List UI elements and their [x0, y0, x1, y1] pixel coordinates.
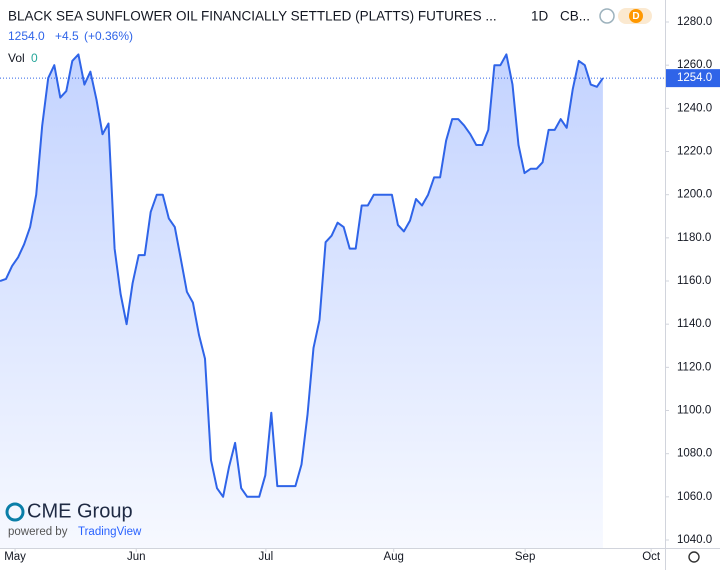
logo-brand: CME Group	[27, 500, 133, 522]
y-tick-label: 1140.0	[677, 318, 711, 330]
volume-label: Vol	[8, 51, 25, 65]
y-tick-label: 1060.0	[677, 491, 712, 503]
y-tick-label: 1120.0	[677, 361, 711, 373]
logo-powered: powered by	[8, 526, 68, 538]
last-price-label: 1254.0	[677, 72, 712, 84]
logo: CME Group powered by TradingView	[5, 500, 142, 538]
last-value: 1254.0	[8, 29, 45, 43]
status-icon[interactable]	[599, 8, 615, 24]
logo-platform[interactable]: TradingView	[78, 526, 142, 538]
volume-value: 0	[31, 51, 38, 65]
y-tick-label: 1100.0	[677, 405, 711, 417]
y-tick-label: 1160.0	[677, 275, 711, 287]
plot-area	[0, 53, 665, 549]
y-tick-label: 1260.0	[677, 59, 712, 71]
y-tick-label: 1240.0	[677, 102, 712, 114]
logo-globe	[5, 502, 25, 522]
delay-letter: D	[632, 11, 639, 22]
delay-dot	[629, 9, 643, 23]
legend: BLACK SEA SUNFLOWER OIL FINANCIALLY SETT…	[8, 8, 652, 65]
last-price-box	[666, 69, 720, 88]
y-tick-label: 1180.0	[677, 232, 711, 244]
x-tick-label: Jun	[127, 551, 146, 563]
change-pct: (+0.36%)	[84, 29, 133, 43]
x-tick-label: Jul	[259, 551, 274, 563]
y-tick-label: 1040.0	[677, 534, 712, 546]
x-tick-label: May	[4, 551, 26, 563]
interval: 1D	[531, 9, 549, 24]
exchange: CB...	[560, 9, 590, 24]
x-tick-label: Aug	[383, 551, 403, 563]
change: +4.5	[55, 29, 79, 43]
y-tick-label: 1080.0	[677, 448, 712, 460]
chart-title: BLACK SEA SUNFLOWER OIL FINANCIALLY SETT…	[8, 9, 497, 24]
y-tick-label: 1280.0	[677, 16, 712, 28]
y-tick-label: 1220.0	[677, 146, 712, 158]
area-fill	[0, 54, 603, 549]
axes: 1040.0 1060.0 1080.0 1100.0 1120.0 1140.0 1160…	[4, 16, 720, 563]
x-tick-label: Sep	[515, 551, 535, 563]
settings-icon[interactable]	[688, 551, 700, 563]
y-tick-label: 1200.0	[677, 189, 712, 201]
price-line	[0, 53, 604, 498]
x-tick-label: Oct	[642, 551, 661, 563]
